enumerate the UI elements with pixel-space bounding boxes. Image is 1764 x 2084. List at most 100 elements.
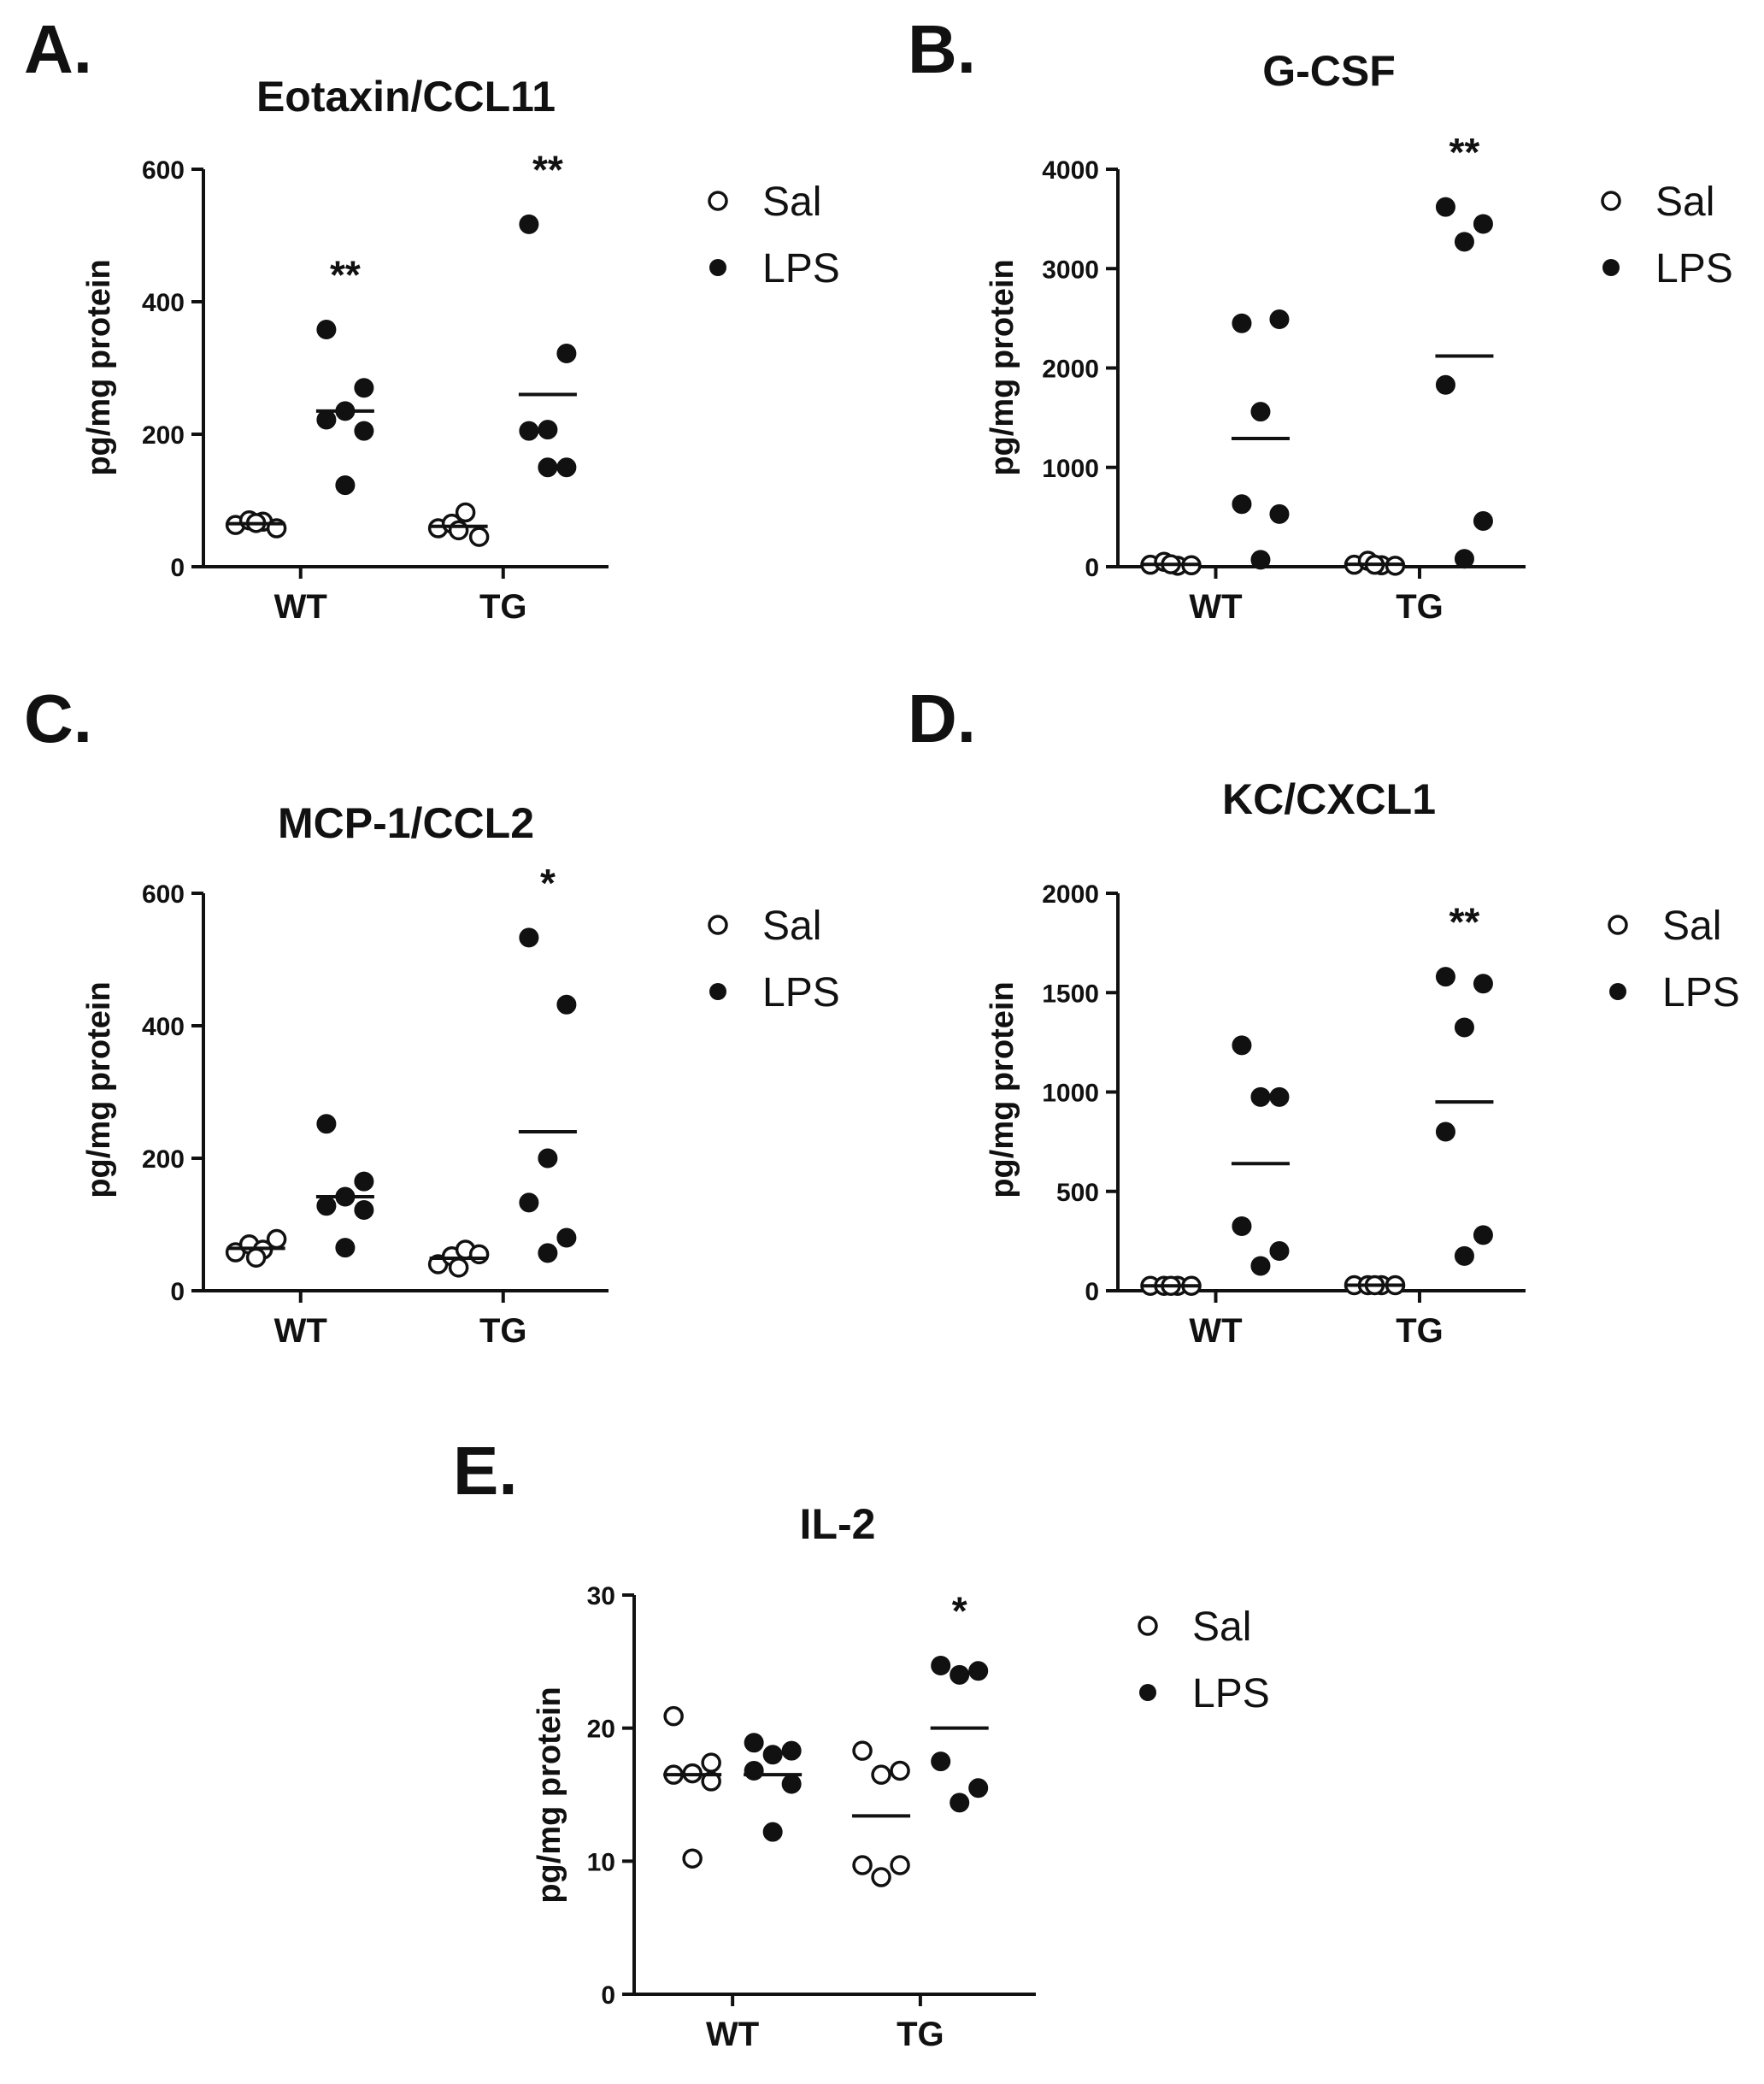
data-point-tg-lps <box>1435 967 1455 987</box>
panel-b: B. G-CSF 0 1000 2000 3000 4000 pg/mg protein WT T… <box>908 11 1733 626</box>
data-point-wt-lps <box>762 1745 783 1765</box>
data-point-tg-lps <box>968 1661 989 1681</box>
data-point-wt-lps <box>1269 503 1290 524</box>
y-tick-label: 0 <box>1085 1278 1099 1306</box>
y-axis-label: pg/mg protein <box>81 259 117 475</box>
data-point-tg-lps <box>968 1778 989 1798</box>
x-tick-label: WT <box>274 1312 327 1350</box>
data-point-wt-lps <box>1250 1086 1271 1107</box>
data-point-tg-lps <box>519 421 539 441</box>
legend-sal-label: Sal <box>762 904 821 949</box>
data-point-tg-lps <box>1435 374 1455 395</box>
data-point-tg-sal <box>455 502 476 523</box>
y-tick-label: 4000 <box>1042 156 1099 185</box>
legend-sal-label: Sal <box>762 180 821 225</box>
data-point-wt-lps <box>354 1199 374 1220</box>
data-point-wt-sal <box>245 1247 267 1268</box>
legend-sal-icon <box>1138 1616 1158 1636</box>
y-tick-label: 400 <box>142 1013 185 1041</box>
chart-title: G-CSF <box>1262 47 1396 95</box>
y-tick-label: 400 <box>142 289 185 317</box>
data-point-tg-lps <box>1435 197 1455 217</box>
chart-title: Eotaxin/CCL11 <box>256 73 556 121</box>
y-tick-label: 0 <box>170 554 185 582</box>
data-point-tg-sal <box>852 1855 873 1875</box>
data-point-wt-lps <box>781 1774 802 1794</box>
data-point-tg-lps <box>519 927 539 948</box>
data-point-wt-lps <box>354 378 374 398</box>
data-point-wt-lps <box>335 475 356 496</box>
data-point-tg-lps <box>538 457 558 478</box>
y-tick-label: 0 <box>601 1981 615 2010</box>
legend-sal-label: Sal <box>1192 1604 1251 1650</box>
legend-lps-label: LPS <box>1655 246 1733 291</box>
data-point-tg-lps <box>1454 232 1474 252</box>
y-tick-label: 1000 <box>1042 1080 1099 1108</box>
legend-lps-label: LPS <box>762 246 840 291</box>
data-point-wt-lps <box>354 421 374 441</box>
data-point-wt-lps <box>1250 550 1271 570</box>
significance-marker: * <box>952 1589 967 1634</box>
y-tick-label: 2000 <box>1042 880 1099 909</box>
data-point-wt-lps <box>1269 1241 1290 1261</box>
data-point-tg-lps <box>1454 549 1474 569</box>
y-tick-label: 3000 <box>1042 256 1099 284</box>
y-tick-label: 1000 <box>1042 455 1099 483</box>
x-tick-label: WT <box>274 588 327 626</box>
legend-lps-label: LPS <box>1192 1671 1270 1716</box>
panel-e: E. IL-2 0 10 20 30 pg/mg protein WT TG * Sal LPS <box>453 1433 1270 2053</box>
y-axis-label: pg/mg protein <box>532 1687 567 1903</box>
data-point-tg-sal <box>448 1257 469 1278</box>
panel-letter: D. <box>908 680 976 756</box>
data-point-wt-lps <box>744 1733 764 1753</box>
data-point-wt-lps <box>1232 494 1252 515</box>
data-point-tg-lps <box>556 343 577 363</box>
panel-c: C. MCP-1/CCL2 0 200 400 600 pg/mg protein WT TG *… <box>24 680 840 1350</box>
y-axis-label: pg/mg protein <box>985 259 1020 475</box>
x-tick-label: TG <box>1396 1312 1444 1350</box>
x-tick-label: TG <box>479 588 527 626</box>
data-point-tg-sal <box>448 520 469 541</box>
x-tick-label: WT <box>706 2016 759 2053</box>
data-point-tg-lps <box>1454 1017 1474 1038</box>
data-point-wt-sal <box>682 1848 703 1869</box>
data-point-tg-sal <box>852 1740 873 1761</box>
legend-lps-icon <box>709 983 726 1000</box>
x-tick-label: TG <box>479 1312 527 1350</box>
data-point-wt-sal <box>266 1228 287 1250</box>
data-point-wt-lps <box>1269 1086 1290 1107</box>
x-tick-label: WT <box>1189 588 1242 626</box>
data-point-tg-sal <box>468 1244 490 1265</box>
data-point-tg-lps <box>931 1751 951 1772</box>
y-tick-label: 0 <box>1085 554 1099 582</box>
y-tick-label: 10 <box>587 1848 615 1876</box>
legend-sal-icon <box>708 191 728 211</box>
chart-title: KC/CXCL1 <box>1222 775 1436 823</box>
data-point-tg-lps <box>950 1664 970 1685</box>
data-point-tg-lps <box>519 1192 539 1213</box>
legend-lps-icon <box>1139 1684 1156 1701</box>
x-tick-label: TG <box>1396 588 1444 626</box>
y-tick-label: 500 <box>1056 1179 1099 1207</box>
data-point-tg-lps <box>1473 214 1493 234</box>
data-point-wt-lps <box>744 1760 764 1781</box>
data-point-wt-lps <box>1232 1035 1252 1056</box>
data-point-wt-sal <box>663 1705 684 1727</box>
data-point-wt-lps <box>335 1238 356 1258</box>
legend-lps-icon <box>709 259 726 276</box>
data-point-tg-lps <box>538 420 558 440</box>
y-tick-label: 600 <box>142 156 185 185</box>
legend-sal-icon <box>1601 191 1621 211</box>
data-point-tg-lps <box>1473 1225 1493 1245</box>
data-point-tg-lps <box>556 994 577 1015</box>
legend-sal-label: Sal <box>1655 180 1714 225</box>
data-point-wt-lps <box>1232 313 1252 333</box>
y-tick-label: 20 <box>587 1716 615 1744</box>
significance-marker: ** <box>1449 130 1480 174</box>
panel-d: D. KC/CXCL1 0 500 1000 1500 2000 pg/mg protein W… <box>908 680 1740 1350</box>
data-point-wt-lps <box>781 1740 802 1761</box>
data-point-tg-sal <box>871 1867 891 1887</box>
legend-lps-icon <box>1609 983 1626 1000</box>
y-axis-label: pg/mg protein <box>81 981 117 1198</box>
significance-marker: * <box>540 861 556 905</box>
